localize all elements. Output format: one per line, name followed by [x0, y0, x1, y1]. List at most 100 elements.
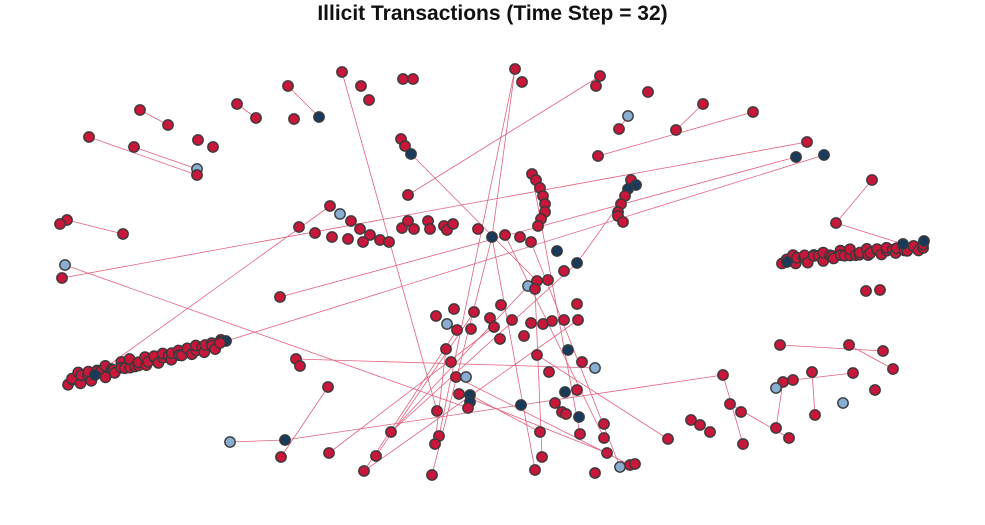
node-a172 [847, 367, 859, 379]
node-a41 [117, 228, 129, 240]
node-a38 [830, 217, 842, 229]
node-a8 [594, 70, 606, 82]
node-a45 [334, 208, 346, 220]
node-a91 [529, 283, 541, 295]
node-a28 [670, 124, 682, 136]
node-a133 [598, 418, 610, 430]
node-a154 [322, 381, 334, 393]
edge-a42-a123 [64, 264, 469, 409]
edge-a90-a147 [390, 285, 529, 433]
node-a19 [192, 134, 204, 146]
node-a40 [54, 218, 66, 230]
node-a66 [499, 229, 511, 241]
node-a23 [642, 86, 654, 98]
edge-a17-a22 [88, 136, 198, 176]
node-a166 [737, 438, 749, 450]
edge-a99-a149 [363, 329, 458, 472]
node-a142 [629, 458, 641, 470]
node-a131 [573, 411, 585, 423]
edge-a118-a141 [455, 376, 631, 466]
node-a106 [546, 315, 558, 327]
node-a107 [558, 314, 570, 326]
edge-a38-a183 [835, 222, 904, 245]
node-a12 [288, 113, 300, 125]
edge-a174-a179 [775, 381, 784, 429]
node-a2 [355, 80, 367, 92]
node-a36 [818, 149, 830, 161]
edge-a37-a38 [835, 179, 873, 224]
node-a83 [617, 216, 629, 228]
edge-a86-a147 [390, 262, 578, 433]
node-a151 [279, 434, 291, 446]
edge-a154-a152 [280, 386, 329, 458]
edge-a8-a33 [407, 75, 601, 196]
node-a18 [128, 141, 140, 153]
node-a35 [790, 151, 802, 163]
node-a84 [525, 236, 537, 248]
node-a86 [571, 257, 583, 269]
node-a52 [309, 227, 321, 239]
node-a145 [429, 438, 441, 450]
node-a44 [324, 200, 336, 212]
edge-a113-a143 [536, 354, 669, 440]
node-a152 [275, 451, 287, 463]
node-a182 [874, 284, 886, 296]
edge-a66-a134 [504, 234, 605, 439]
node-a95 [448, 303, 460, 315]
edge-a167-a169 [779, 344, 884, 352]
node-a176 [869, 384, 881, 396]
node-a75 [532, 220, 544, 232]
node-a185 [781, 256, 793, 268]
node-a32 [405, 148, 417, 160]
node-a164 [694, 419, 706, 431]
edge-layer [61, 68, 904, 476]
node-a25 [613, 123, 625, 135]
node-a138 [601, 447, 613, 459]
edge-a160-a166 [722, 374, 744, 445]
node-a165 [704, 426, 716, 438]
node-a169 [877, 345, 889, 357]
node-a114 [562, 344, 574, 356]
node-a22 [191, 169, 203, 181]
node-a139 [589, 467, 601, 479]
node-a4 [397, 73, 409, 85]
node-a158 [214, 337, 226, 349]
node-a177 [837, 397, 849, 409]
node-a147 [385, 426, 397, 438]
node-a160 [717, 369, 729, 381]
edge-a10-a11 [287, 85, 320, 118]
node-a37 [866, 174, 878, 186]
node-a42 [59, 259, 71, 271]
node-a118 [450, 371, 462, 383]
edge-a120-a138 [458, 393, 608, 454]
node-a136 [536, 451, 548, 463]
node-a112 [445, 356, 457, 368]
node-a109 [494, 333, 506, 345]
node-a143 [662, 433, 674, 445]
node-a3 [363, 94, 375, 106]
node-a47 [354, 223, 366, 235]
node-a96 [468, 306, 480, 318]
edge-a6-a65 [491, 68, 516, 238]
edge-a32-a88 [410, 153, 538, 282]
node-a17 [83, 131, 95, 143]
node-a33 [402, 189, 414, 201]
node-a14 [250, 112, 262, 124]
node-a173 [787, 374, 799, 386]
edge-a6-a144 [438, 68, 516, 437]
node-a175 [770, 382, 782, 394]
node-a6 [509, 63, 521, 75]
edge-a171-a178 [811, 371, 816, 416]
node-a170 [887, 363, 899, 375]
edge-a153-a151 [229, 439, 286, 443]
chart-title: Illicit Transactions (Time Step = 32) [317, 2, 668, 25]
node-a51 [293, 221, 305, 233]
node-a162 [735, 406, 747, 418]
edge-a168-a170 [848, 344, 894, 370]
node-a163 [685, 414, 697, 426]
node-a134 [598, 432, 610, 444]
node-a60 [424, 223, 436, 235]
node-a63 [447, 218, 459, 230]
node-a171 [806, 366, 818, 378]
node-a140 [614, 461, 626, 473]
